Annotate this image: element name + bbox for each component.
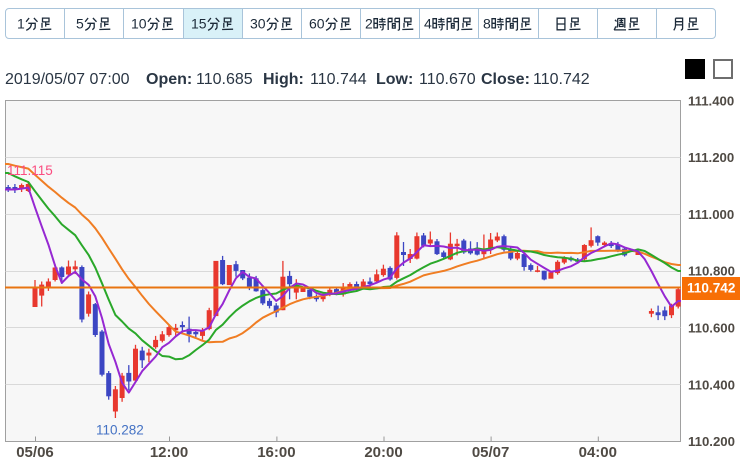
svg-text:111.200: 111.200 — [688, 150, 734, 165]
svg-text:60: 60 — [309, 16, 325, 32]
svg-text:8: 8 — [483, 16, 491, 32]
svg-text:30: 30 — [250, 16, 266, 32]
svg-text:110.742: 110.742 — [687, 281, 736, 296]
svg-text:111.000: 111.000 — [688, 207, 734, 222]
svg-text:5: 5 — [76, 16, 84, 32]
svg-text:05/07: 05/07 — [472, 444, 510, 461]
svg-text:12:00: 12:00 — [150, 444, 188, 461]
svg-text:2: 2 — [365, 16, 373, 32]
svg-text:20:00: 20:00 — [364, 444, 402, 461]
svg-text:110.282: 110.282 — [96, 423, 144, 438]
svg-text:111.115: 111.115 — [7, 163, 53, 178]
svg-text:110.600: 110.600 — [688, 320, 735, 335]
svg-text:15: 15 — [191, 16, 207, 32]
svg-text:110.200: 110.200 — [688, 434, 735, 449]
svg-text:1: 1 — [17, 16, 25, 32]
svg-text:110.400: 110.400 — [688, 377, 735, 392]
svg-text:10: 10 — [131, 16, 147, 32]
svg-text:110.800: 110.800 — [688, 264, 735, 279]
svg-text:4: 4 — [424, 16, 432, 32]
svg-text:111.400: 111.400 — [688, 93, 734, 108]
svg-text:04:00: 04:00 — [579, 444, 617, 461]
svg-text:16:00: 16:00 — [257, 444, 295, 461]
svg-text:05/06: 05/06 — [16, 444, 54, 461]
